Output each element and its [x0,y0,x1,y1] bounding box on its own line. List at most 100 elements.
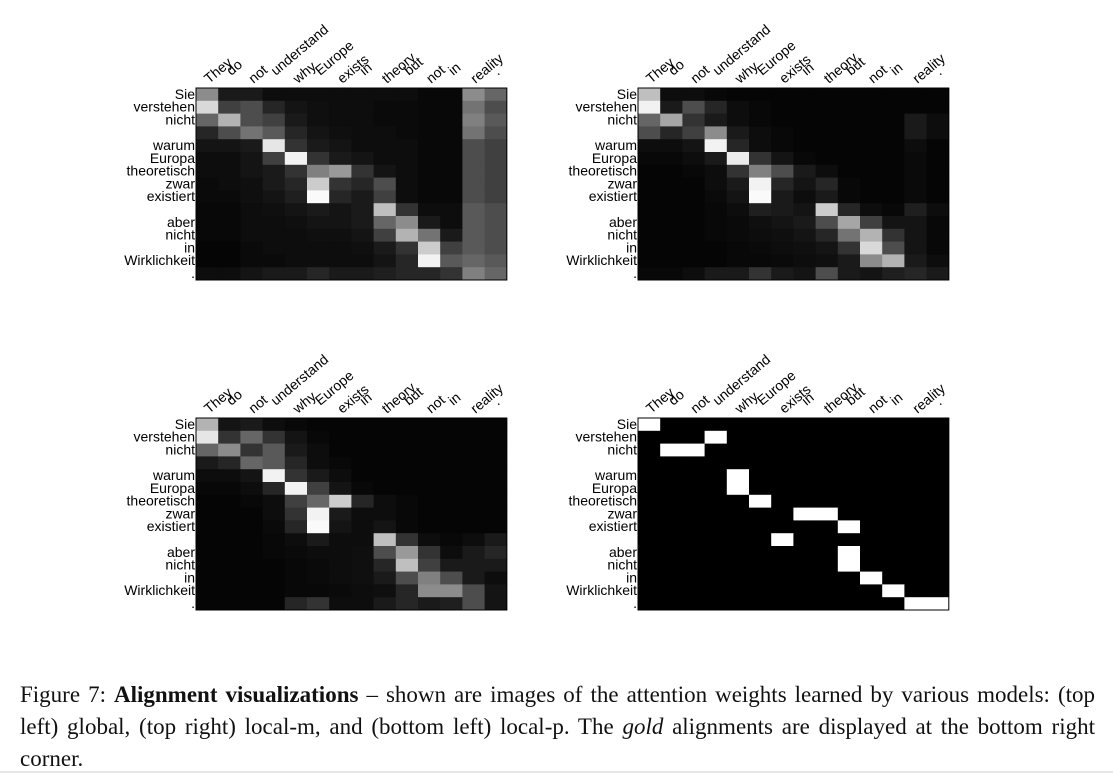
heatmap-cell [882,126,905,140]
heatmap-cell [262,203,286,217]
heatmap-cell [262,443,286,457]
heatmap-cell [682,494,705,508]
heatmap-cell [793,533,816,547]
target-word-label: in [626,239,637,255]
heatmap-cell [262,507,286,521]
heatmap-cell [240,126,263,140]
heatmap-cell [329,430,352,444]
heatmap-cell [373,152,397,166]
heatmap-cell [904,113,927,127]
heatmap-cell [638,584,661,598]
heatmap-cell [218,494,241,508]
heatmap-cell [307,558,330,572]
heatmap-cell [660,228,683,242]
heatmap-cell [926,267,950,281]
source-word-label: not [245,61,270,86]
heatmap-cell [307,482,330,496]
heatmap-cell [749,203,772,217]
heatmap-cell [682,430,705,444]
source-word-label: reality [467,50,506,86]
heatmap-cell [462,177,485,191]
heatmap-cell [329,546,352,560]
heatmap-cell [395,546,419,560]
heatmap-cell [240,203,263,217]
heatmap-cell [440,152,463,166]
heatmap-cell [418,520,441,534]
heatmap-cell [726,177,750,191]
heatmap-cell [440,482,463,496]
heatmap-cell [262,216,286,230]
heatmap-cell [815,430,839,444]
heatmap-cell [307,241,330,255]
heatmap-cell [860,469,883,483]
heatmap-cell [926,190,950,204]
heatmap-cell [860,494,883,508]
heatmap-cell [418,571,441,585]
heatmap-cell [682,520,705,534]
heatmap-cell [749,507,772,521]
heatmap-cell [440,177,463,191]
heatmap-cell [638,267,661,281]
heatmap-cell [262,494,286,508]
heatmap-cell [837,152,861,166]
heatmap-cell [704,100,728,114]
heatmap-cell [262,113,286,127]
heatmap-cell [882,546,905,560]
target-word-label: existiert [147,188,195,204]
caption-text-2: alignments are displayed at the bottom r… [20,714,1095,771]
heatmap-cell [749,430,772,444]
heatmap-cell [860,267,883,281]
heatmap-cell [904,216,927,230]
heatmap-cell [240,216,263,230]
heatmap-cell [815,533,839,547]
heatmap-cell [484,241,508,255]
heatmap-cell [373,469,397,483]
heatmap-cell [196,100,219,114]
heatmap-cell [418,100,441,114]
heatmap-cell [837,558,861,572]
heatmap-cell [351,546,374,560]
heatmap-cell [196,164,219,178]
heatmap-cell [860,203,883,217]
heatmap-cell [329,126,352,140]
heatmap-cell [815,571,839,585]
heatmap-cell [284,152,308,166]
heatmap-cell [682,113,705,127]
heatmap-cell [240,533,263,547]
heatmap-cell [218,520,241,534]
heatmap-cell [218,228,241,242]
target-word-label: Sie [617,416,637,432]
heatmap-cell [218,241,241,255]
heatmap-cell [329,571,352,585]
caption-text-1: – shown are images of the attention weig… [20,682,1095,739]
heatmap-cell [815,88,839,102]
target-word-label: nicht [607,557,637,573]
heatmap-cell [307,456,330,470]
heatmap-cell [484,469,508,483]
heatmap-cell [418,456,441,470]
heatmap-cell [240,558,263,572]
heatmap-cell [218,456,241,470]
heatmap-cell [462,126,485,140]
heatmap-cell [262,267,286,281]
heatmap-cell [749,254,772,268]
heatmap-cell [704,469,728,483]
heatmap-cell [904,164,927,178]
heatmap-cell [284,88,308,102]
target-word-label: Europa [150,480,195,496]
heatmap-cell [240,190,263,204]
heatmap-cell [262,88,286,102]
heatmap-cell [860,418,883,432]
heatmap-cell [837,88,861,102]
heatmap-cell [262,533,286,547]
heatmap-cell [882,177,905,191]
heatmap-cell [749,571,772,585]
heatmap-cell [749,520,772,534]
heatmap-cell [373,228,397,242]
heatmap-cell [638,216,661,230]
heatmap-cell [926,241,950,255]
heatmap-cell [462,190,485,204]
heatmap-cell [484,126,508,140]
